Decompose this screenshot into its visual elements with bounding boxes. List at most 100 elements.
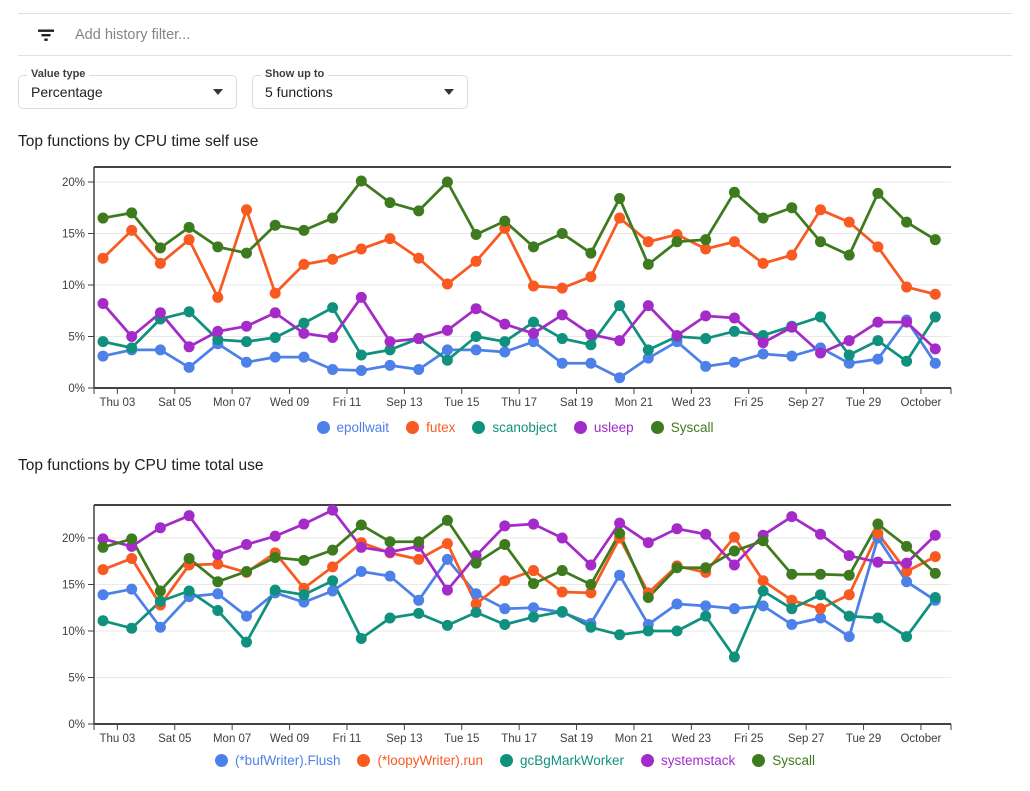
gcBgMarkWorker-point[interactable] [241,636,252,648]
gcBgMarkWorker-point[interactable] [298,589,310,601]
(*bufWriter).Flush-point[interactable] [441,553,453,565]
Syscall-point[interactable] [901,216,913,228]
show-up-to-select[interactable]: Show up to 5 functions [252,68,468,109]
(*bufWriter).Flush-point[interactable] [786,618,798,630]
scanobject-point[interactable] [815,311,826,323]
systemstack-point[interactable] [728,559,740,571]
usleep-point[interactable] [154,307,166,319]
(*bufWriter).Flush-point[interactable] [614,569,626,581]
(*bufWriter).Flush-point[interactable] [499,603,511,615]
Syscall-point[interactable] [241,565,252,577]
Syscall-point[interactable] [355,519,367,531]
scanobject-point[interactable] [614,300,626,312]
usleep-point[interactable] [929,343,941,355]
gcBgMarkWorker-point[interactable] [556,605,568,617]
Syscall-point[interactable] [872,187,884,199]
Syscall-point[interactable] [929,567,941,579]
(*loopyWriter).run-point[interactable] [815,603,826,615]
Syscall-point[interactable] [441,514,453,526]
futex-point[interactable] [872,241,884,253]
gcBgMarkWorker-point[interactable] [929,592,941,604]
epollwait-point[interactable] [728,356,740,368]
Syscall-point[interactable] [700,562,712,574]
(*loopyWriter).run-point[interactable] [929,551,941,563]
cpu-time-total-use-chart[interactable]: 0% 5% 10% 15% 20% Thu 03 Sat 05 Mon 07 Wed 09 Fri… [0,498,1030,750]
epollwait-point[interactable] [843,357,855,369]
futex-point[interactable] [241,204,252,216]
epollwait-point[interactable] [470,344,482,356]
(*loopyWriter).run-point[interactable] [441,538,453,550]
Syscall-point[interactable] [97,541,109,553]
Syscall-point[interactable] [327,544,339,556]
Syscall-point[interactable] [901,540,913,552]
Syscall-point[interactable] [154,585,166,597]
scanobject-point[interactable] [728,325,740,337]
gcBgMarkWorker-point[interactable] [757,585,769,597]
scanobject-point[interactable] [872,335,884,347]
scanobject-point[interactable] [384,344,396,356]
futex-point[interactable] [700,243,712,255]
systemstack-point[interactable] [700,528,712,540]
(*loopyWriter).run-point[interactable] [528,565,539,577]
systemstack-point[interactable] [614,517,626,529]
Syscall-point[interactable] [728,545,740,557]
epollwait-point[interactable] [556,357,568,369]
(*bufWriter).Flush-point[interactable] [757,600,769,612]
epollwait-point[interactable] [757,348,769,360]
systemstack-point[interactable] [929,529,941,541]
usleep-point[interactable] [241,320,252,332]
scanobject-point[interactable] [298,317,310,329]
systemstack-point[interactable] [355,541,367,553]
futex-point[interactable] [384,233,396,245]
gcBgMarkWorker-point[interactable] [212,605,224,617]
usleep-point[interactable] [872,316,884,328]
futex-point[interactable] [585,271,597,283]
Syscall-point[interactable] [786,202,798,214]
futex-point[interactable] [298,258,310,270]
usleep-point[interactable] [786,321,798,333]
epollwait-point[interactable] [269,351,281,363]
epollwait-point[interactable] [97,350,109,362]
gcBgMarkWorker-point[interactable] [413,607,425,619]
gcBgMarkWorker-point[interactable] [671,625,683,637]
systemstack-point[interactable] [441,584,453,596]
futex-point[interactable] [355,243,367,255]
scanobject-point[interactable] [556,333,568,345]
epollwait-point[interactable] [700,360,712,372]
Syscall-point[interactable] [671,236,683,248]
epollwait-point[interactable] [528,336,539,348]
futex-point[interactable] [470,255,482,267]
Syscall-point[interactable] [929,234,941,246]
Syscall-point[interactable] [355,175,367,187]
Syscall-point[interactable] [212,576,224,588]
Syscall-point[interactable] [614,192,626,204]
Syscall-point[interactable] [671,562,683,574]
systemstack-point[interactable] [212,549,224,561]
Syscall-point[interactable] [413,205,425,217]
Syscall-point[interactable] [642,592,654,604]
futex-point[interactable] [413,252,425,264]
Syscall-point[interactable] [528,241,539,253]
futex-point[interactable] [901,281,913,293]
futex-point[interactable] [212,291,224,303]
gcBgMarkWorker-point[interactable] [154,595,166,607]
gcBgMarkWorker-point[interactable] [97,615,109,627]
epollwait-point[interactable] [585,357,597,369]
Syscall-point[interactable] [728,186,740,198]
Syscall-point[interactable] [556,565,568,577]
gcBgMarkWorker-point[interactable] [327,575,339,587]
systemstack-point[interactable] [384,546,396,558]
usleep-point[interactable] [298,327,310,339]
(*bufWriter).Flush-point[interactable] [815,612,826,624]
systemstack-point[interactable] [872,556,884,568]
usleep-point[interactable] [728,312,740,324]
futex-point[interactable] [786,249,798,261]
systemstack-point[interactable] [585,559,597,571]
epollwait-point[interactable] [413,363,425,375]
systemstack-point[interactable] [556,532,568,544]
gcBgMarkWorker-point[interactable] [614,629,626,641]
Syscall-point[interactable] [413,536,425,548]
scanobject-point[interactable] [642,344,654,356]
epollwait-point[interactable] [183,361,195,373]
(*bufWriter).Flush-point[interactable] [212,588,224,600]
